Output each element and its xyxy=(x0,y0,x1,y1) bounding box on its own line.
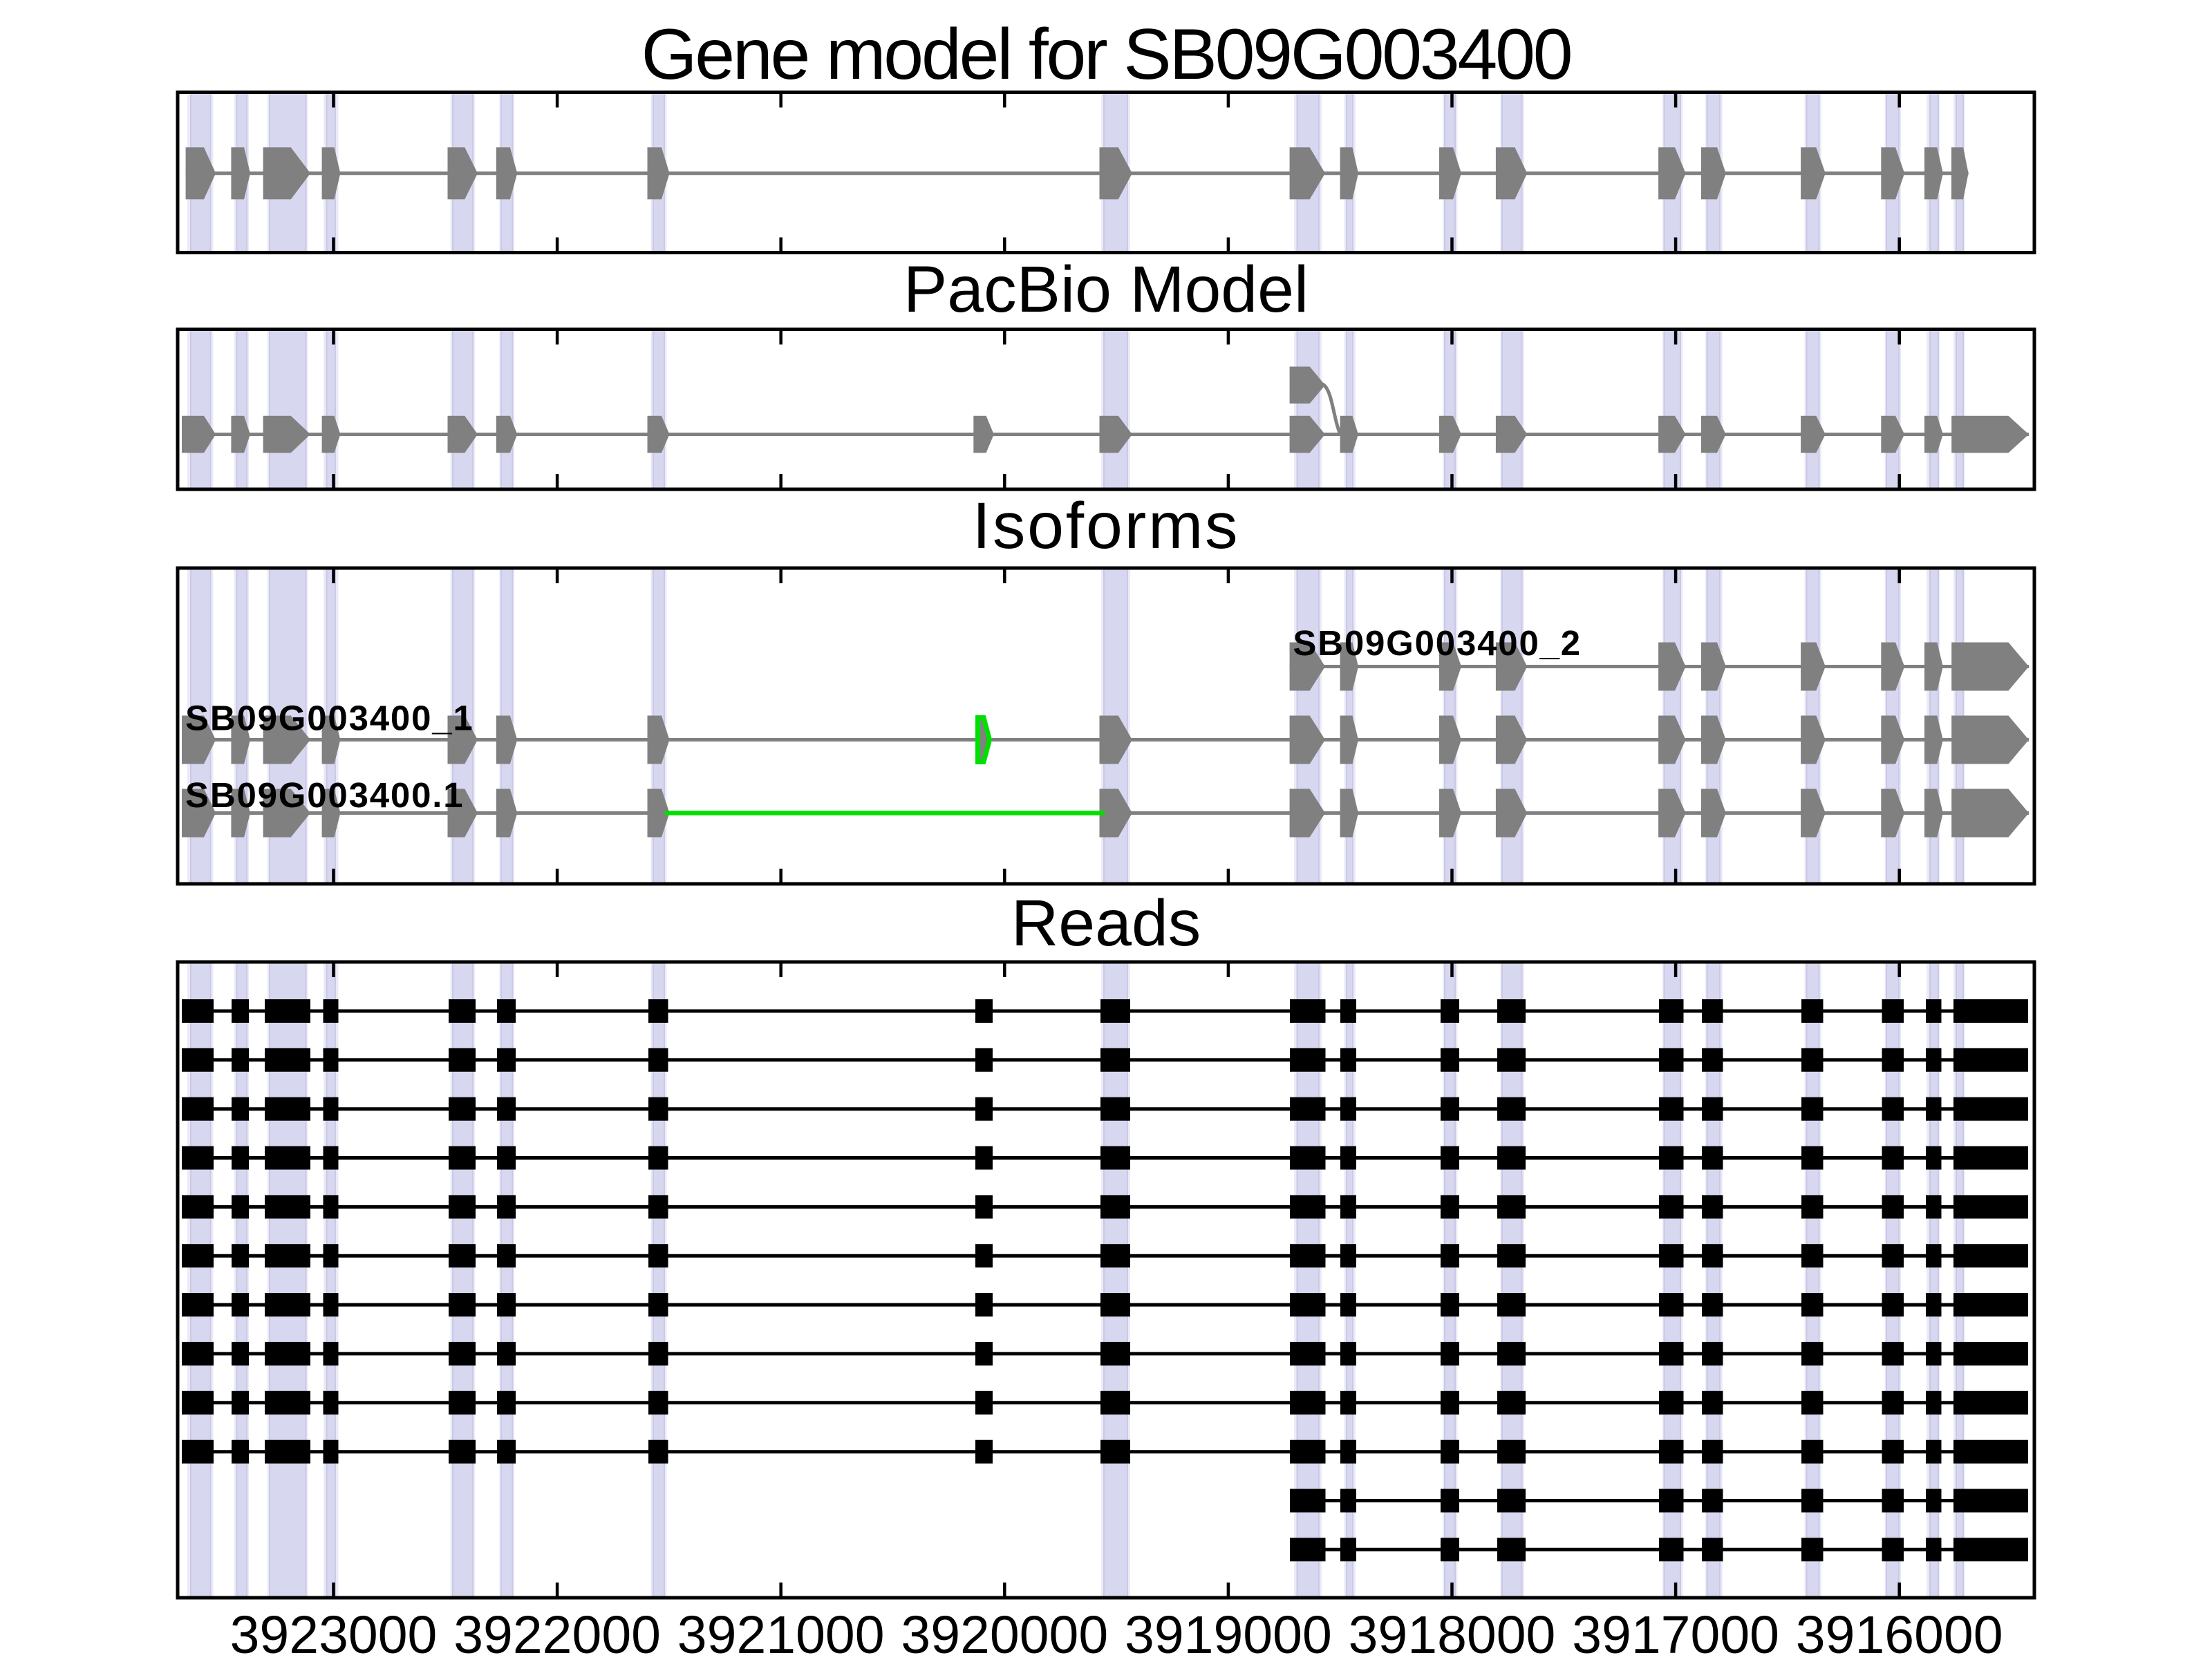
svg-text:SB09G003400.1: SB09G003400.1 xyxy=(185,775,464,815)
svg-text:3918000: 3918000 xyxy=(1349,1605,1556,1659)
svg-text:SB09G003400_1: SB09G003400_1 xyxy=(185,699,474,738)
svg-text:Gene model for SB09G003400: Gene model for SB09G003400 xyxy=(641,15,1571,95)
svg-text:3916000: 3916000 xyxy=(1796,1605,2003,1659)
svg-text:3917000: 3917000 xyxy=(1572,1605,1779,1659)
svg-text:3923000: 3923000 xyxy=(230,1605,438,1659)
svg-text:3921000: 3921000 xyxy=(677,1605,885,1659)
svg-text:3920000: 3920000 xyxy=(901,1605,1108,1659)
svg-text:SB09G003400_2: SB09G003400_2 xyxy=(1293,623,1582,663)
svg-text:3922000: 3922000 xyxy=(453,1605,661,1659)
svg-text:Isoforms: Isoforms xyxy=(973,489,1240,563)
svg-text:3919000: 3919000 xyxy=(1125,1605,1332,1659)
svg-text:PacBio Model: PacBio Model xyxy=(903,253,1309,326)
svg-text:Reads: Reads xyxy=(1011,887,1201,960)
